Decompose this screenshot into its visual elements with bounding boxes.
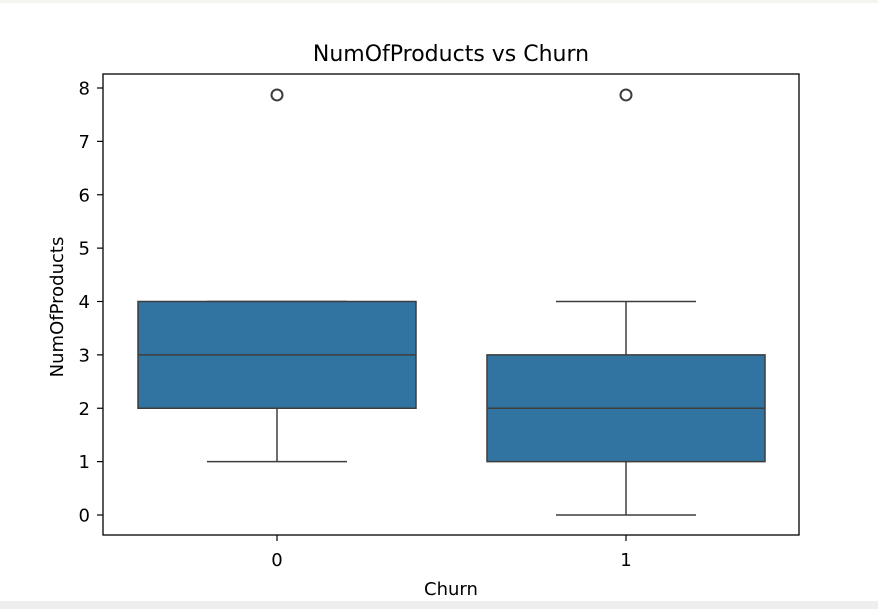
outlier-point bbox=[619, 88, 633, 102]
plot-frame bbox=[102, 73, 800, 536]
top-strip bbox=[0, 0, 878, 3]
y-tick-label: 3 bbox=[79, 345, 90, 366]
x-tick-label: 0 bbox=[271, 550, 282, 571]
box-group-0 bbox=[137, 88, 417, 463]
y-axis-label: NumOfProducts bbox=[47, 237, 68, 378]
y-axis: 0 1 2 3 4 5 6 7 8 bbox=[79, 79, 103, 527]
y-tick-label: 1 bbox=[79, 452, 90, 473]
y-tick-label: 5 bbox=[79, 239, 90, 260]
boxes-layer bbox=[137, 88, 766, 516]
y-tick-label: 2 bbox=[79, 399, 90, 420]
x-tick-label: 1 bbox=[620, 550, 631, 571]
outlier-point bbox=[270, 88, 284, 102]
bottom-strip bbox=[0, 601, 878, 609]
y-tick-label: 6 bbox=[79, 185, 90, 206]
x-axis-label: Churn bbox=[424, 579, 478, 600]
y-tick-label: 4 bbox=[79, 292, 90, 313]
box-group-1 bbox=[486, 88, 766, 516]
chart-title: NumOfProducts vs Churn bbox=[313, 42, 589, 67]
y-tick-label: 8 bbox=[79, 79, 90, 100]
y-tick-label: 0 bbox=[79, 506, 90, 527]
y-tick-label: 7 bbox=[79, 132, 90, 153]
